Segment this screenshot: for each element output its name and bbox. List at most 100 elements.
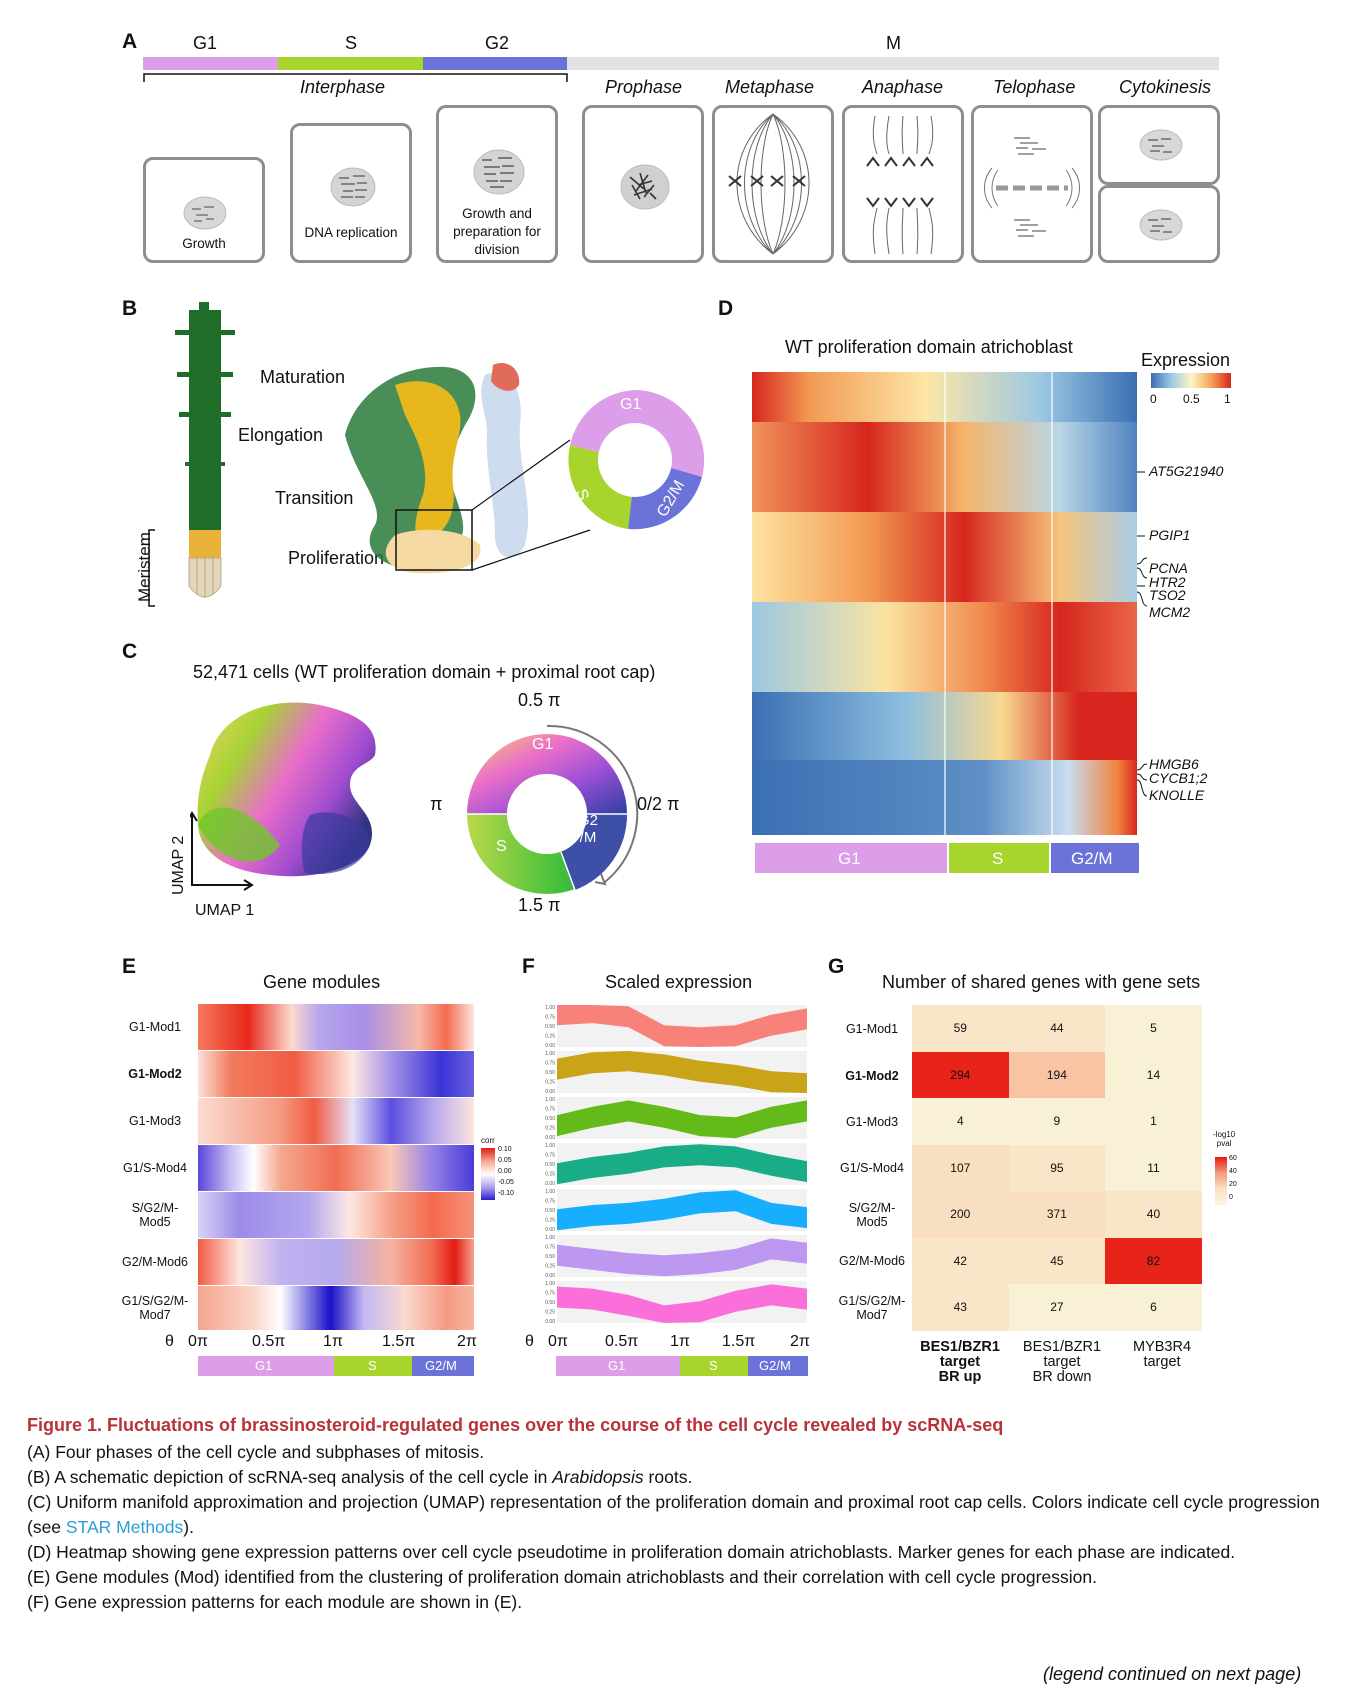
ring-c-s: S: [496, 838, 507, 855]
gene-knolle: KNOLLE: [1149, 787, 1205, 803]
panel-g-title: Number of shared genes with gene sets: [882, 972, 1201, 992]
e-xtick-1: 0.5π: [252, 1333, 286, 1350]
e-xtick-2: 1π: [323, 1333, 343, 1350]
f-ytick: 0.00: [545, 1135, 555, 1141]
cell-growth-prep: Growth and preparation for division: [436, 105, 558, 263]
ring-c-top: 0.5 π: [518, 690, 561, 710]
panel-d-title: WT proliferation domain atrichoblast: [785, 337, 1073, 357]
cell-dna-label: DNA replication: [304, 225, 398, 240]
corr-tick-1: 0.10: [498, 1146, 512, 1153]
g-cell: 95: [1008, 1144, 1106, 1191]
gene-pgip1: PGIP1: [1149, 527, 1191, 543]
module-heatmap: [198, 1004, 474, 1330]
g-cell: 371: [1008, 1191, 1106, 1238]
gene-pcna: PCNA: [1149, 560, 1188, 576]
g-cell: 42: [912, 1237, 1009, 1284]
panel-g-label: G: [828, 955, 845, 978]
panel-b-label: B: [122, 297, 138, 320]
e-bar-g2m: [412, 1356, 474, 1376]
nucleus-icon: [473, 149, 525, 195]
g-cell: 82: [1105, 1237, 1202, 1284]
ring-c-right: 0/2 π: [637, 794, 680, 814]
corr-legend-title: corr: [481, 1136, 495, 1145]
f-ytick: 0.00: [545, 1089, 555, 1095]
g-col-myb3r4: MYB3R4 target: [1132, 1339, 1192, 1370]
f-xtick-2: 1π: [670, 1333, 690, 1350]
f-ytick: 0.25: [545, 1264, 555, 1270]
ring-c-g2m: G2 /M: [578, 812, 599, 846]
expression-heatmap: [752, 372, 1137, 835]
f-ytick: 1.00: [545, 1097, 555, 1103]
g-cell: 59: [912, 1005, 1009, 1052]
f-ytick: 0.25: [545, 1218, 555, 1224]
f-ytick: 0.00: [545, 1319, 555, 1325]
cell-telophase: [971, 105, 1093, 263]
e-row-mod5: S/G2/M- Mod5: [131, 1201, 179, 1229]
panel-c-label: C: [122, 640, 138, 663]
expression-colorbar: [1151, 373, 1231, 388]
f-module-band-1: [557, 1005, 807, 1047]
phase-bar-m: [567, 57, 1219, 70]
f-ytick: 0.50: [545, 1070, 555, 1076]
phase-bar-g2: [423, 57, 567, 70]
f-ytick: 1.00: [545, 1281, 555, 1287]
g-row-mod2: G1-Mod2: [845, 1069, 899, 1083]
g-cell: 194: [1008, 1051, 1106, 1098]
pval-colorbar: [1215, 1157, 1227, 1205]
e-bar-s-label: S: [368, 1358, 377, 1373]
g-cell: 5: [1150, 1021, 1157, 1035]
telophase-icon: [984, 137, 1080, 237]
subphase-telophase: Telophase: [993, 77, 1076, 97]
g-cell: 294: [912, 1051, 1009, 1098]
f-module-band-2: [557, 1051, 807, 1093]
e-xtick-3: 1.5π: [382, 1333, 416, 1350]
subphase-anaphase: Anaphase: [862, 77, 944, 97]
f-module-band-3: [557, 1100, 807, 1139]
interphase-label: Interphase: [300, 77, 386, 97]
ring-b-g1: G1: [620, 396, 642, 413]
phase-label-s: S: [345, 33, 358, 53]
subphase-cytokinesis: Cytokinesis: [1119, 77, 1212, 97]
g-row-mod1: G1-Mod1: [845, 1022, 899, 1036]
panel-c-title: 52,471 cells (WT proliferation domain + …: [193, 662, 656, 682]
phase-ring-c: [467, 724, 639, 894]
e-row-mod6: G2/M-Mod6: [122, 1255, 188, 1269]
f-ytick: 0.25: [545, 1080, 555, 1086]
g-cell: 200: [912, 1191, 1009, 1238]
ring-c-g1: G1: [532, 736, 554, 753]
panel-f-title: Scaled expression: [605, 972, 753, 992]
f-xtick-1: 0.5π: [605, 1333, 639, 1350]
f-ytick: 1.00: [545, 1189, 555, 1195]
f-ytick: 1.00: [545, 1235, 555, 1241]
pval-tick-0: 0: [1229, 1194, 1233, 1201]
panel-d-label: D: [718, 297, 734, 320]
corr-tick-2: 0.05: [498, 1157, 512, 1164]
corr-tick-4: -0.05: [498, 1179, 514, 1186]
f-ytick: 0.50: [545, 1116, 555, 1122]
caption-d: (D) Heatmap showing gene expression patt…: [27, 1542, 1236, 1562]
caption-f: (F) Gene expression patterns for each mo…: [27, 1592, 523, 1612]
f-ytick: 0.50: [545, 1300, 555, 1306]
caption-c-pre: (C) Uniform manifold approximation and p…: [27, 1492, 1320, 1537]
expr-tick-05: 0.5: [1183, 392, 1200, 406]
f-ytick: 0.75: [545, 1107, 555, 1113]
f-ytick: 0.00: [545, 1227, 555, 1233]
f-xtick-3: 1.5π: [722, 1333, 756, 1350]
gene-mcm2: MCM2: [1149, 604, 1191, 620]
meristem-label: Meristem: [135, 532, 154, 602]
gene-cycb12: CYCB1;2: [1149, 770, 1208, 786]
e-row-mod1: G1-Mod1: [128, 1020, 182, 1034]
star-methods-link[interactable]: STAR Methods: [65, 1517, 184, 1537]
cell-metaphase: [712, 105, 834, 263]
g-cell: 14: [1146, 1067, 1161, 1082]
f-ytick: 0.75: [545, 1291, 555, 1297]
cell-growth-prep-label: Growth and preparation for division: [453, 206, 541, 257]
zone-elongation: Elongation: [238, 425, 324, 445]
nucleus-icon: [330, 167, 376, 207]
g-cell: 11: [1147, 1160, 1160, 1175]
caption-b-post: roots.: [643, 1467, 693, 1487]
f-module-band-6: [557, 1238, 807, 1277]
d-bar-g2m: [1051, 843, 1139, 873]
f-ytick: 0.00: [545, 1043, 555, 1049]
zone-transition: Transition: [275, 488, 354, 508]
